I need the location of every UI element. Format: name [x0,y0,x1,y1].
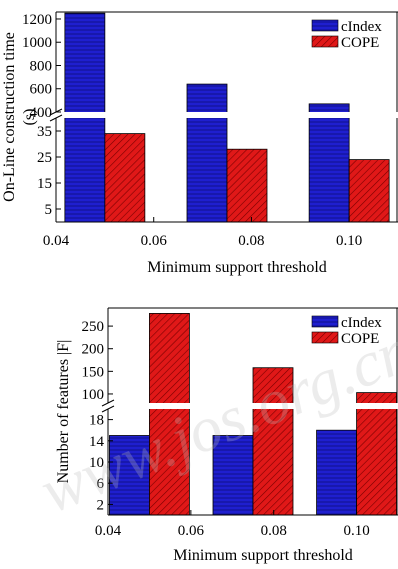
ytick-label-lower-3: 35 [37,124,52,140]
bar-cope-2 [356,392,397,516]
ytick-label-lower-2: 10 [89,455,104,471]
bar-break-cindex-2 [308,112,351,118]
ytick-label-upper-3: 250 [82,319,105,335]
bar-break-cindex-1 [186,112,228,118]
xtick-label-2: 0.08 [238,233,264,249]
xtick-label-1: 0.06 [178,523,205,539]
ytick-label-upper-4: 1200 [22,12,52,28]
bar-cindex-1 [186,83,228,223]
xtick-label-1: 0.06 [141,233,168,249]
bar-cope-0 [104,133,146,223]
ytick-label-lower-1: 6 [97,476,105,492]
chart-number-of-features: 100 150 200 250 2 6 10 14 18 0.04 0.06 0.08 0.10 Mini… [55,307,398,564]
ytick-label-lower-2: 25 [37,150,52,166]
bar-break-cope-2 [355,403,398,409]
xtick-label-3: 0.10 [343,523,369,539]
ytick-label-upper-2: 800 [30,58,53,74]
bar-cindex-2 [308,103,350,223]
axis-break-mark-0 [101,399,115,407]
axis-break-mark-1 [101,405,115,413]
x-axis-label: Minimum support threshold [147,259,327,276]
legend-swatch-cindex [311,315,339,328]
legend-label-cindex: cIndex [341,19,382,35]
ytick-label-upper-2: 200 [82,342,105,358]
bar-cindex-1 [212,435,254,516]
charts-layer: 400 600 800 1000 1200 5 15 25 35 0.04 0.06 0.08 0.10… [1,11,398,564]
x-axis-label: Minimum support threshold [173,547,353,564]
bar-break-cope-1 [252,403,294,409]
ytick-label-upper-3: 1000 [22,35,52,51]
ytick-label-lower-1: 15 [37,176,52,192]
legend-label-cope: COPE [341,35,379,51]
ytick-label-lower-4: 18 [89,413,104,429]
xtick-label-0: 0.04 [43,233,70,249]
y-axis-label-0: Number of features |F| [55,340,72,484]
ytick-label-upper-1: 600 [30,82,53,98]
chart-construction-time: 400 600 800 1000 1200 5 15 25 35 0.04 0.06 0.08 0.10… [1,11,398,276]
ytick-label-upper-0: 400 [30,105,53,121]
xtick-label-2: 0.08 [261,523,287,539]
legend-swatch-cindex [311,19,339,32]
y-axis-label-1: (s) [21,109,38,126]
y-axis-label-0: On-Line construction time [1,32,18,202]
bar-cope-1 [252,367,294,516]
bar-break-cindex-0 [63,112,106,118]
bar-cindex-2 [316,429,357,516]
legend-swatch-cope [311,35,339,48]
axis-break-mark-1 [49,114,63,122]
bar-cope-2 [348,159,390,223]
bar-cope-0 [149,313,190,516]
ytick-label-upper-0: 100 [82,387,105,403]
ytick-label-lower-0: 5 [45,202,53,218]
xtick-label-3: 0.10 [336,233,362,249]
bar-break-cope-0 [148,403,191,409]
xtick-label-0: 0.04 [95,523,122,539]
legend-label-cope: COPE [341,331,379,347]
legend-swatch-cope [311,331,339,344]
ytick-label-lower-3: 14 [89,434,105,450]
ytick-label-upper-1: 150 [82,364,105,380]
bar-cope-1 [226,148,268,223]
legend-label-cindex: cIndex [341,315,382,331]
ytick-label-lower-0: 2 [97,497,105,513]
